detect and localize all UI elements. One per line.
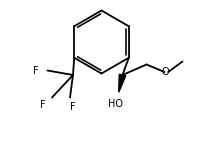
Text: F: F — [40, 100, 46, 110]
Text: O: O — [162, 67, 169, 77]
Polygon shape — [119, 74, 126, 92]
Text: HO: HO — [108, 99, 123, 109]
Text: F: F — [70, 102, 76, 111]
Text: F: F — [33, 66, 38, 75]
